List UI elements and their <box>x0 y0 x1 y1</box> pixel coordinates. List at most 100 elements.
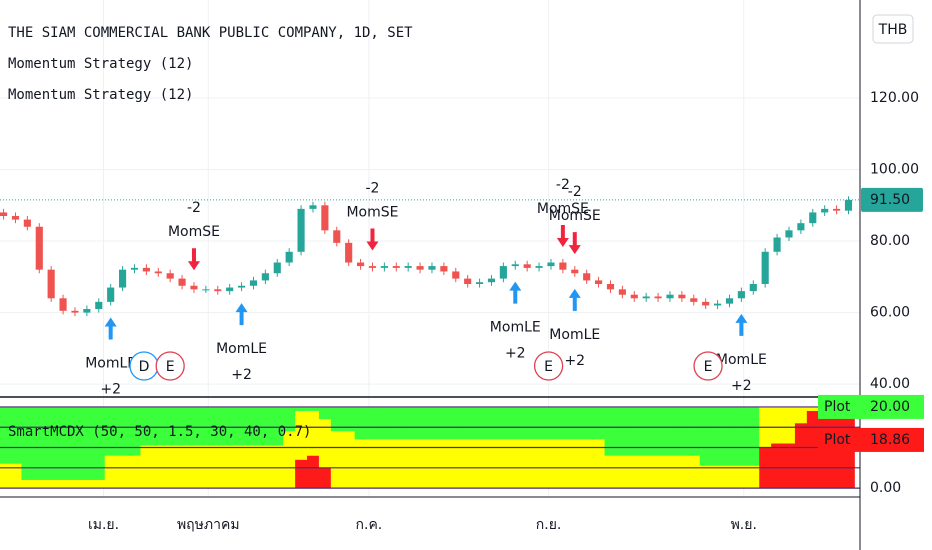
bar-segment <box>640 406 653 456</box>
bar-segment <box>771 443 784 489</box>
candle-body <box>595 280 603 284</box>
bar-segment <box>604 455 617 489</box>
candle-body <box>642 296 650 299</box>
candle-body <box>535 266 543 268</box>
candle-body <box>749 283 757 292</box>
last-price-label: 91.50 <box>870 192 910 208</box>
bar-segment <box>794 406 808 424</box>
bar-segment <box>45 406 58 480</box>
plot-label-box <box>818 427 924 452</box>
bar-segment <box>176 445 189 489</box>
y-tick-label: 0.00 <box>870 480 901 496</box>
bar-segment <box>45 479 58 489</box>
signal-name: MomSE <box>537 201 589 217</box>
candle-body <box>487 278 496 283</box>
candle-body <box>833 208 841 211</box>
grid <box>0 0 860 497</box>
x-tick-label: เม.ย. <box>88 517 119 533</box>
event-marker <box>533 351 564 381</box>
bar-segment <box>116 406 129 456</box>
bar-segment <box>437 439 451 489</box>
bar-segment <box>92 406 106 480</box>
legend-line: Momentum Strategy (12) <box>8 56 193 72</box>
legend-line: Momentum Strategy (12) <box>8 87 193 103</box>
bar-segment <box>366 439 379 489</box>
bar-segment <box>735 465 748 489</box>
bar-segment <box>307 455 320 489</box>
bar-segment <box>271 445 284 489</box>
signal-name: MomLE <box>216 341 267 357</box>
candle-body <box>606 283 615 290</box>
bar-segment <box>723 465 736 489</box>
candle-body <box>380 266 388 268</box>
bar-segment <box>80 479 94 489</box>
candle-body <box>452 271 460 279</box>
bar-segment <box>687 455 701 489</box>
bar-segment <box>628 455 641 489</box>
signal-qty: +2 <box>100 381 121 397</box>
bar-segment <box>652 406 665 456</box>
candle-body <box>333 230 341 243</box>
indicator-title: SmartMCDX (50, 50, 1.5, 30, 40, 0.7) <box>8 424 311 440</box>
bar-segment <box>140 445 153 489</box>
candle-body <box>476 282 484 284</box>
bar-segment <box>21 406 34 480</box>
y-tick-label: 120.00 <box>870 90 919 106</box>
candle-body <box>844 199 853 211</box>
bar-segment <box>330 406 344 432</box>
bar-segment <box>330 431 344 489</box>
bar-segment <box>318 467 332 489</box>
candle-body <box>357 262 365 267</box>
bar-segment <box>592 439 605 489</box>
candle-body <box>523 264 531 268</box>
bar-segment <box>616 406 629 456</box>
y-tick-label: 60.00 <box>870 305 910 321</box>
candle-body <box>261 273 269 281</box>
event-label: E <box>544 359 553 375</box>
bar-segment <box>116 455 129 489</box>
signal-arrow <box>556 224 569 247</box>
bar-segment <box>521 406 534 440</box>
bar-segment <box>128 406 141 456</box>
bar-segment <box>485 406 498 440</box>
candle-body <box>464 278 472 284</box>
bar-segment <box>104 406 118 456</box>
bar-segment <box>164 445 177 489</box>
bar-segment <box>580 406 594 440</box>
signal-name: MomLE <box>716 352 767 368</box>
bar-segment <box>211 406 225 446</box>
price-pane: MomLE+2MomSE-2MomLE+2MomSE-2MomLE+2MomSE… <box>0 177 860 397</box>
signal-qty: -2 <box>556 177 570 193</box>
candle-body <box>119 269 127 288</box>
bar-segment <box>366 406 379 440</box>
candle-body <box>238 285 246 288</box>
bar-segment <box>128 455 141 489</box>
bar-segment <box>342 431 356 489</box>
bar-segment <box>33 406 46 480</box>
bar-segment <box>307 406 320 411</box>
x-tick-label: พ.ย. <box>731 517 757 533</box>
signal-qty: -2 <box>187 200 201 216</box>
candle-body <box>47 269 55 299</box>
bar-segment <box>509 439 522 489</box>
bar-segment <box>211 445 225 489</box>
legend-line: THE SIAM COMMERCIAL BANK PUBLIC COMPANY,… <box>8 25 413 41</box>
candle-body <box>214 289 222 292</box>
signal-arrow <box>235 303 248 326</box>
bar-segment <box>747 406 760 466</box>
candle-body <box>130 267 139 270</box>
bar-segment <box>235 445 248 489</box>
signal-qty: +2 <box>505 346 526 362</box>
candle-body <box>202 289 210 291</box>
candle-body <box>404 266 412 268</box>
signal-qty: -2 <box>365 181 379 197</box>
candle-body <box>83 309 91 313</box>
indicator-pane <box>0 406 860 489</box>
bar-segment <box>652 455 665 489</box>
bar-segment <box>235 406 248 446</box>
bar-segment <box>318 419 332 468</box>
bar-segment <box>747 465 760 489</box>
candle-body <box>273 262 281 274</box>
bar-segment <box>0 406 10 464</box>
price-axis: THB เม.ย. พฤษภาคม ก.ค. ก.ย. พ.ย. 40.00 60.00 80… <box>88 14 924 533</box>
